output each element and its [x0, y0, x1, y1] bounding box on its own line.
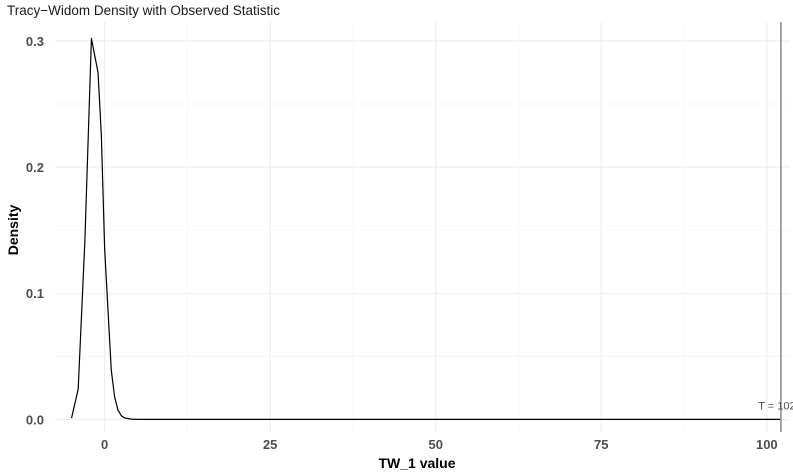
observed-statistic-label: T = 102.13 [758, 400, 793, 412]
y-tick-label: 0.2 [26, 160, 44, 175]
y-tick-label: 0.3 [26, 34, 44, 49]
x-tick-label: 100 [756, 437, 778, 452]
chart-title: Tracy−Widom Density with Observed Statis… [7, 3, 280, 18]
x-tick-label: 75 [594, 437, 608, 452]
y-axis-title: Density [5, 205, 21, 256]
y-tick-label: 0.0 [26, 412, 44, 427]
grid [55, 22, 790, 432]
x-axis-ticks: 0 25 50 75 100 [101, 437, 778, 452]
x-tick-label: 0 [101, 437, 108, 452]
reference-line-group: T = 102.13 [758, 22, 793, 432]
x-tick-label: 50 [429, 437, 443, 452]
x-tick-label: 25 [263, 437, 277, 452]
y-axis-ticks: 0.0 0.1 0.2 0.3 [26, 34, 44, 427]
x-axis-title: TW_1 value [378, 455, 455, 471]
y-tick-label: 0.1 [26, 286, 44, 301]
density-series-0 [70, 37, 781, 420]
series-group [70, 37, 781, 420]
